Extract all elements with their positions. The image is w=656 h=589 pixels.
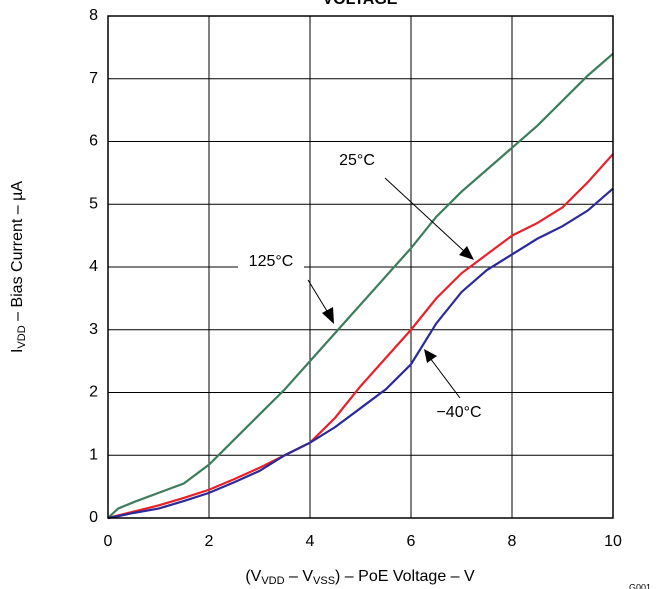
y-tick-label: 3 [89,321,98,338]
arrowhead [424,349,437,363]
figure-id: G001 [629,582,651,589]
x-axis-label: (VVDD – VVSS) – PoE Voltage – V [245,568,475,587]
label-bg [238,248,304,274]
y-tick-label: 6 [89,133,98,150]
y-tick-label: 4 [89,258,98,275]
y-axis-label: IVDD – Bias Current – µA [9,181,28,353]
arrowhead [459,246,474,260]
y-tick-label: 0 [89,509,98,526]
series-label: 125°C [249,253,294,270]
label-bg [330,148,384,174]
series-label: −40°C [436,404,481,421]
grid [107,15,614,519]
label-part: I [9,349,26,353]
annotations: 125°C 25°C −40°C [238,148,490,426]
series-label: 25°C [339,152,375,169]
series-line [107,153,614,520]
y-tick-label: 7 [89,70,98,87]
subscript: VSS [313,575,335,587]
x-tick-label: 6 [407,533,416,550]
label-part: (V [245,568,261,585]
y-tick-label: 2 [89,384,98,401]
label-bg [428,400,490,426]
lines [107,52,614,520]
label-part: – V [285,568,314,585]
label-part: – Bias Current – µA [9,181,26,326]
series-line [107,52,614,519]
x-tick-label: 8 [508,533,517,550]
plot-frame [107,15,614,519]
x-tick-label: 0 [104,533,113,550]
x-tick-label: 4 [306,533,315,550]
y-tick-label: 8 [89,7,98,24]
arrow [384,177,466,253]
subscript: VDD [261,575,284,587]
arrowhead [322,307,334,324]
label-part: ) – PoE Voltage – V [335,568,475,585]
series-line [107,187,614,520]
x-tick-label: 2 [205,533,214,550]
subscript: VDD [16,325,28,348]
x-tick-label: 10 [604,533,622,550]
chart-title: VOLTAGE [323,0,398,8]
y-tick-label: 1 [89,446,98,463]
arrow [307,279,331,317]
arrow [429,357,461,399]
y-tick-label: 5 [89,195,98,212]
